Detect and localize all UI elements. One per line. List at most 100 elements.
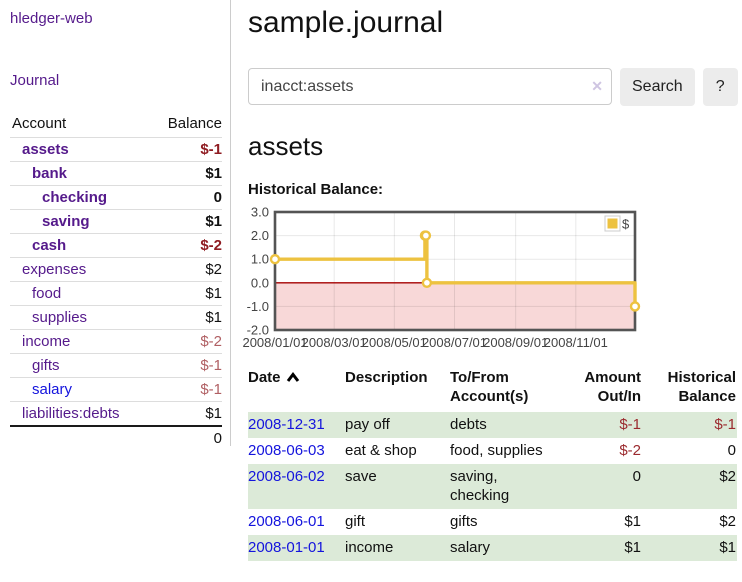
account-link[interactable]: cash xyxy=(32,237,67,254)
account-link[interactable]: assets xyxy=(22,141,69,158)
account-cell: supplies xyxy=(10,305,151,330)
account-link[interactable]: liabilities:debts xyxy=(22,405,120,422)
account-title: assets xyxy=(248,130,324,161)
historical-balance-chart[interactable]: 3.0 2.0 1.0 0.0 -1.0 -2.0 2008/01/01 2008/03/01… xyxy=(242,204,738,355)
account-balance: $-2 xyxy=(150,329,222,354)
account-cell: gifts xyxy=(10,353,151,378)
svg-text:3.0: 3.0 xyxy=(251,204,269,219)
account-row: supplies $1 xyxy=(10,305,222,330)
account-row: assets $-1 xyxy=(10,137,222,162)
register-balance-cell: $1 xyxy=(719,538,736,556)
register-balance-cell: $2 xyxy=(719,512,736,530)
account-row: checking 0 xyxy=(10,185,222,210)
page: hledger-web Journal Account Balance asse… xyxy=(0,0,742,561)
account-link[interactable]: saving xyxy=(42,213,90,230)
account-link[interactable]: bank xyxy=(32,165,68,182)
register-description-cell: gift xyxy=(345,512,366,530)
account-cell: bank xyxy=(10,161,151,186)
svg-text:2008/07/01: 2008/07/01 xyxy=(422,335,487,350)
transaction-date-link[interactable]: 2008-06-02 xyxy=(248,467,325,485)
sidebar-item-journal[interactable]: Journal xyxy=(10,72,60,89)
register-row: 2008-12-31 pay off debts $-1 $-1 xyxy=(248,411,737,438)
account-link[interactable]: supplies xyxy=(32,309,88,326)
register-amount-cell: 0 xyxy=(632,467,641,485)
register-row: 2008-06-01 gift gifts $1 $2 xyxy=(248,509,737,535)
account-cell: checking xyxy=(10,185,151,210)
account-balance: $1 xyxy=(150,401,222,426)
account-row: liabilities:debts $1 xyxy=(10,401,222,426)
register-row: 2008-01-01 income salary $1 $1 xyxy=(248,534,737,561)
account-cell: liabilities:debts xyxy=(10,401,151,426)
register-description-cell: pay off xyxy=(345,415,390,433)
page-title: sample.journal xyxy=(248,6,444,39)
account-balance: $1 xyxy=(150,305,222,330)
account-row: gifts $-1 xyxy=(10,353,222,378)
svg-text:2.0: 2.0 xyxy=(251,228,269,243)
account-cell: expenses xyxy=(10,257,151,282)
account-link[interactable]: expenses xyxy=(22,261,87,278)
account-cell: assets xyxy=(10,137,151,162)
sidebar: hledger-web Journal Account Balance asse… xyxy=(0,0,231,450)
account-row: bank $1 xyxy=(10,161,222,186)
chart-title: Historical Balance: xyxy=(248,180,384,198)
account-link[interactable]: food xyxy=(32,285,62,302)
register-amount-cell: $-1 xyxy=(619,415,641,433)
account-balance: $1 xyxy=(150,281,222,306)
main-content: sample.journal ✕ Search ? assets Histori… xyxy=(231,0,742,561)
register-header-row: Date Description To/From Account(s) Amount Ou… xyxy=(248,368,737,412)
register-balance-cell: $-1 xyxy=(714,415,736,433)
accounts-total-row: 0 xyxy=(10,425,222,450)
help-button[interactable]: ? xyxy=(702,67,738,106)
search-form: ✕ Search ? xyxy=(248,67,738,106)
register-description-cell: eat & shop xyxy=(345,441,417,459)
account-link[interactable]: gifts xyxy=(32,357,60,374)
register-amount-cell: $1 xyxy=(624,512,641,530)
register-accounts-cell: gifts xyxy=(450,512,478,530)
search-button[interactable]: Search xyxy=(620,67,695,106)
svg-text:2008/01/01: 2008/01/01 xyxy=(242,335,307,350)
register-row: 2008-06-03 eat & shop food, supplies $-2… xyxy=(248,438,737,464)
account-cell: salary xyxy=(10,377,151,402)
search-input[interactable] xyxy=(248,68,612,105)
account-row: saving $1 xyxy=(10,209,222,234)
brand-link[interactable]: hledger-web xyxy=(10,10,93,27)
transaction-date-link[interactable]: 2008-06-01 xyxy=(248,512,325,530)
register-balance-cell: 0 xyxy=(727,441,736,459)
register-amount-cell: $-2 xyxy=(619,441,641,459)
transaction-date-link[interactable]: 2008-12-31 xyxy=(248,415,325,433)
transaction-date-link[interactable]: 2008-01-01 xyxy=(248,538,325,556)
account-balance: $-1 xyxy=(150,137,222,162)
register-description-cell: income xyxy=(345,538,394,556)
register-date-cell: 2008-06-03 xyxy=(248,438,345,464)
svg-text:2008/09/01: 2008/09/01 xyxy=(483,335,548,350)
accounts-header-account: Account xyxy=(12,115,67,132)
register-header-tofrom: To/From Account(s) xyxy=(450,368,529,405)
clear-search-icon[interactable]: ✕ xyxy=(591,78,603,94)
account-cell: food xyxy=(10,281,151,306)
account-balance: $-1 xyxy=(150,353,222,378)
register-accounts-cell: saving, checking xyxy=(450,467,510,504)
register-header-date: Date xyxy=(248,368,345,412)
svg-text:-1.0: -1.0 xyxy=(247,298,269,313)
accounts-total-value: 0 xyxy=(150,425,222,450)
account-link[interactable]: income xyxy=(22,333,71,350)
svg-text:2008/11/01: 2008/11/01 xyxy=(544,335,608,350)
svg-text:-2.0: -2.0 xyxy=(247,322,269,337)
account-balance: 0 xyxy=(150,185,222,210)
account-cell: saving xyxy=(10,209,151,234)
account-row: food $1 xyxy=(10,281,222,306)
sort-ascending-icon xyxy=(286,369,300,388)
svg-text:0.0: 0.0 xyxy=(251,275,269,290)
register-accounts-cell: food, supplies xyxy=(450,441,543,459)
register-row: 2008-06-02 save saving, checking 0 $2 xyxy=(248,463,737,509)
register-header-historical: Historical Balance xyxy=(667,368,736,405)
transaction-date-link[interactable]: 2008-06-03 xyxy=(248,441,325,459)
account-link[interactable]: checking xyxy=(42,189,108,206)
register-balance-cell: $2 xyxy=(719,467,736,485)
accounts-table: Account Balance assets $-1 bank $1 check… xyxy=(10,112,222,450)
register-date-cell: 2008-12-31 xyxy=(248,412,345,438)
register-date-cell: 2008-06-01 xyxy=(248,509,345,535)
register-header-description: Description xyxy=(345,368,428,386)
register-date-cell: 2008-06-02 xyxy=(248,464,345,509)
account-link[interactable]: salary xyxy=(32,381,73,398)
